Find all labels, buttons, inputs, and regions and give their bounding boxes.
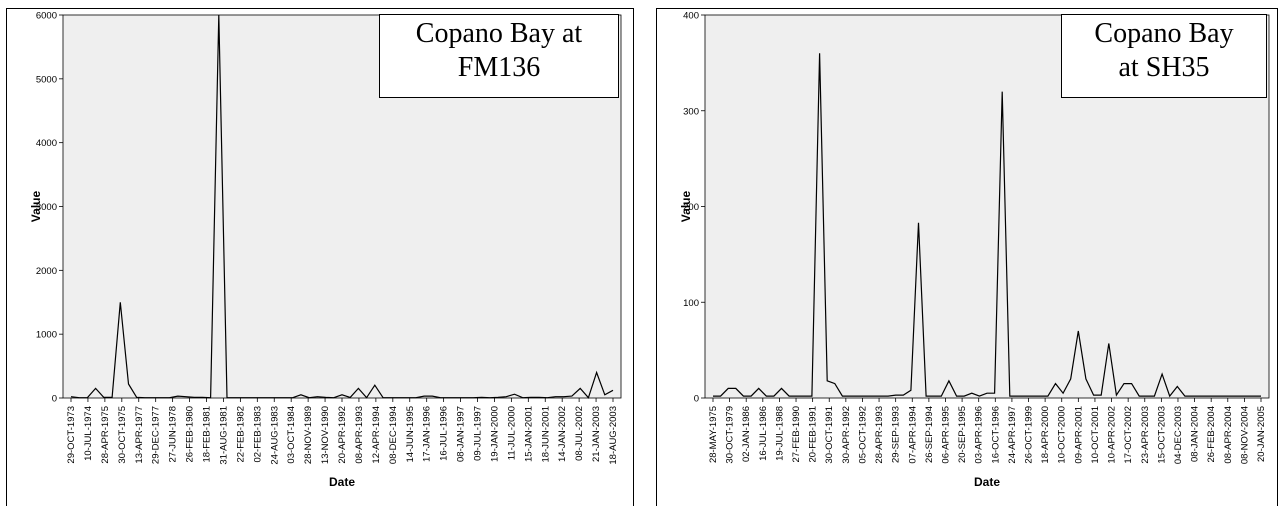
x-tick-label: 08-APR-1993 bbox=[354, 406, 365, 464]
x-tick-label: 31-AUG-1981 bbox=[218, 406, 229, 465]
x-tick-label: 02-JAN-1986 bbox=[741, 406, 752, 462]
x-tick-label: 04-DEC-2003 bbox=[1173, 406, 1184, 464]
series-line bbox=[70, 14, 614, 399]
x-tick-label: 28-APR-1993 bbox=[874, 406, 885, 464]
x-tick-label: 10-OCT-2000 bbox=[1057, 406, 1068, 464]
x-tick-label: 08-APR-2004 bbox=[1223, 406, 1234, 464]
y-tick-label: 4000 bbox=[36, 138, 57, 149]
x-tick-label: 19-JUL-1988 bbox=[774, 406, 785, 461]
x-tick-label: 22-FEB-1982 bbox=[235, 406, 246, 463]
y-tick-label: 1000 bbox=[36, 330, 57, 341]
x-tick-label: 15-OCT-2003 bbox=[1156, 406, 1167, 464]
chart-panel-sh35: 0 100 200 300 400 28-MAY-1975 30-OCT-1979 02-JA… bbox=[656, 8, 1278, 506]
series-line bbox=[713, 53, 1261, 398]
chart-title-line-2: at SH35 bbox=[1118, 52, 1210, 83]
x-tick-label: 10-JUL-1974 bbox=[83, 406, 94, 461]
x-tick-label: 27-FEB-1990 bbox=[791, 406, 802, 463]
x-tick-label: 17-JAN-1996 bbox=[422, 406, 433, 462]
x-tick-label: 18-FEB-1981 bbox=[202, 406, 213, 463]
y-axis-title: Value bbox=[29, 191, 43, 223]
x-tick-label: 16-OCT-1996 bbox=[990, 406, 1001, 464]
x-tick-label: 08-DEC-1994 bbox=[388, 406, 399, 464]
x-tick-label: 08-JUL-2002 bbox=[574, 406, 585, 461]
x-tick-label: 24-AUG-1983 bbox=[269, 406, 280, 465]
x-tick-label: 30-OCT-1975 bbox=[117, 406, 128, 464]
x-tick-label: 14-JUN-1995 bbox=[405, 406, 416, 463]
x-tick-label: 11-JUL-2000 bbox=[506, 406, 517, 460]
y-tick-label: 5000 bbox=[36, 74, 57, 85]
x-axis-title: Date bbox=[329, 475, 355, 489]
x-tick-label: 26-SEP-1994 bbox=[924, 406, 935, 463]
x-tick-label: 09-APR-2001 bbox=[1073, 406, 1084, 464]
y-tick-label: 300 bbox=[683, 106, 699, 117]
x-tick-label: 16-JUL-1996 bbox=[439, 406, 450, 461]
x-tick-label: 20-JAN-2005 bbox=[1256, 406, 1267, 462]
x-tick-label: 12-APR-1994 bbox=[371, 406, 382, 464]
x-tick-label: 20-FEB-1991 bbox=[808, 406, 819, 463]
x-tick-label: 08-JAN-1997 bbox=[456, 406, 467, 462]
x-tick-label: 18-AUG-2003 bbox=[608, 406, 619, 465]
x-tick-label: 20-SEP-1995 bbox=[957, 406, 968, 463]
x-tick-label: 14-JAN-2002 bbox=[557, 406, 568, 462]
y-tick-label: 6000 bbox=[36, 11, 57, 22]
x-tick-label: 18-JUN-2001 bbox=[540, 406, 551, 463]
x-tick-label: 07-APR-1994 bbox=[907, 406, 918, 464]
x-tick-label: 13-NOV-1990 bbox=[320, 406, 331, 464]
chart-panel-fm136: 0 1000 2000 3000 4000 5000 6000 29-OCT-1973 10-J… bbox=[6, 8, 634, 506]
chart-title-line-1: Copano Bay bbox=[1094, 18, 1234, 49]
x-tick-label: 28-NOV-1989 bbox=[303, 406, 314, 464]
y-tick-label: 2000 bbox=[36, 266, 57, 277]
x-tick-label: 02-FEB-1983 bbox=[252, 406, 263, 463]
x-tick-label: 30-APR-1992 bbox=[841, 406, 852, 464]
x-tick-label: 26-FEB-2004 bbox=[1206, 406, 1217, 463]
x-tick-label: 10-APR-2002 bbox=[1107, 406, 1118, 464]
x-tick-label: 24-APR-1997 bbox=[1007, 406, 1018, 464]
x-tick-label: 21-JAN-2003 bbox=[591, 406, 602, 462]
x-axis-title: Date bbox=[974, 475, 1000, 489]
x-tick-label: 28-MAY-1975 bbox=[708, 406, 719, 463]
x-tick-label: 08-JAN-2004 bbox=[1190, 406, 1201, 462]
x-tick-label: 29-SEP-1993 bbox=[891, 406, 902, 463]
chart-title-box: Copano Bay at SH35 bbox=[1061, 14, 1267, 98]
x-tick-label: 20-APR-1992 bbox=[337, 406, 348, 464]
x-tick-label: 09-JUL-1997 bbox=[473, 406, 484, 461]
x-tick-label: 06-APR-1995 bbox=[940, 406, 951, 464]
y-tick-label: 200 bbox=[683, 202, 699, 213]
y-tick-label: 0 bbox=[52, 394, 57, 405]
x-tick-label: 08-NOV-2004 bbox=[1239, 406, 1250, 464]
x-tick-label: 29-OCT-1973 bbox=[66, 406, 77, 464]
y-tick-label: 3000 bbox=[36, 202, 57, 213]
x-tick-label: 30-OCT-1979 bbox=[725, 406, 736, 464]
x-tick-label: 26-OCT-1999 bbox=[1024, 406, 1035, 464]
x-tick-label: 17-OCT-2002 bbox=[1123, 406, 1134, 464]
y-tick-label: 0 bbox=[694, 394, 699, 405]
y-tick-label: 400 bbox=[683, 11, 699, 22]
x-tick-label: 28-APR-1975 bbox=[100, 406, 111, 464]
x-tick-label: 27-JUN-1978 bbox=[168, 406, 179, 463]
x-tick-label: 03-OCT-1984 bbox=[286, 406, 297, 464]
x-tick-label: 13-APR-1977 bbox=[134, 406, 145, 464]
chart-title-line-2: FM136 bbox=[457, 52, 541, 83]
x-tick-label: 29-DEC-1977 bbox=[151, 406, 162, 464]
chart-title-line-1: Copano Bay at bbox=[415, 18, 583, 49]
x-tick-label: 10-OCT-2001 bbox=[1090, 406, 1101, 464]
x-tick-label: 19-JAN-2000 bbox=[489, 406, 500, 462]
chart-title-box: Copano Bay at FM136 bbox=[379, 14, 619, 98]
x-tick-label: 30-OCT-1991 bbox=[824, 406, 835, 464]
x-tick-label: 15-JAN-2001 bbox=[523, 406, 534, 462]
x-tick-label: 16-JUL-1986 bbox=[758, 406, 769, 461]
y-axis-title: Value bbox=[679, 191, 693, 223]
x-tick-label: 18-APR-2000 bbox=[1040, 406, 1051, 464]
x-tick-label: 03-APR-1996 bbox=[974, 406, 985, 464]
x-tick-label: 26-FEB-1980 bbox=[185, 406, 196, 463]
x-tick-label: 05-OCT-1992 bbox=[857, 406, 868, 464]
x-tick-label: 23-APR-2003 bbox=[1140, 406, 1151, 464]
y-tick-label: 100 bbox=[683, 298, 699, 309]
